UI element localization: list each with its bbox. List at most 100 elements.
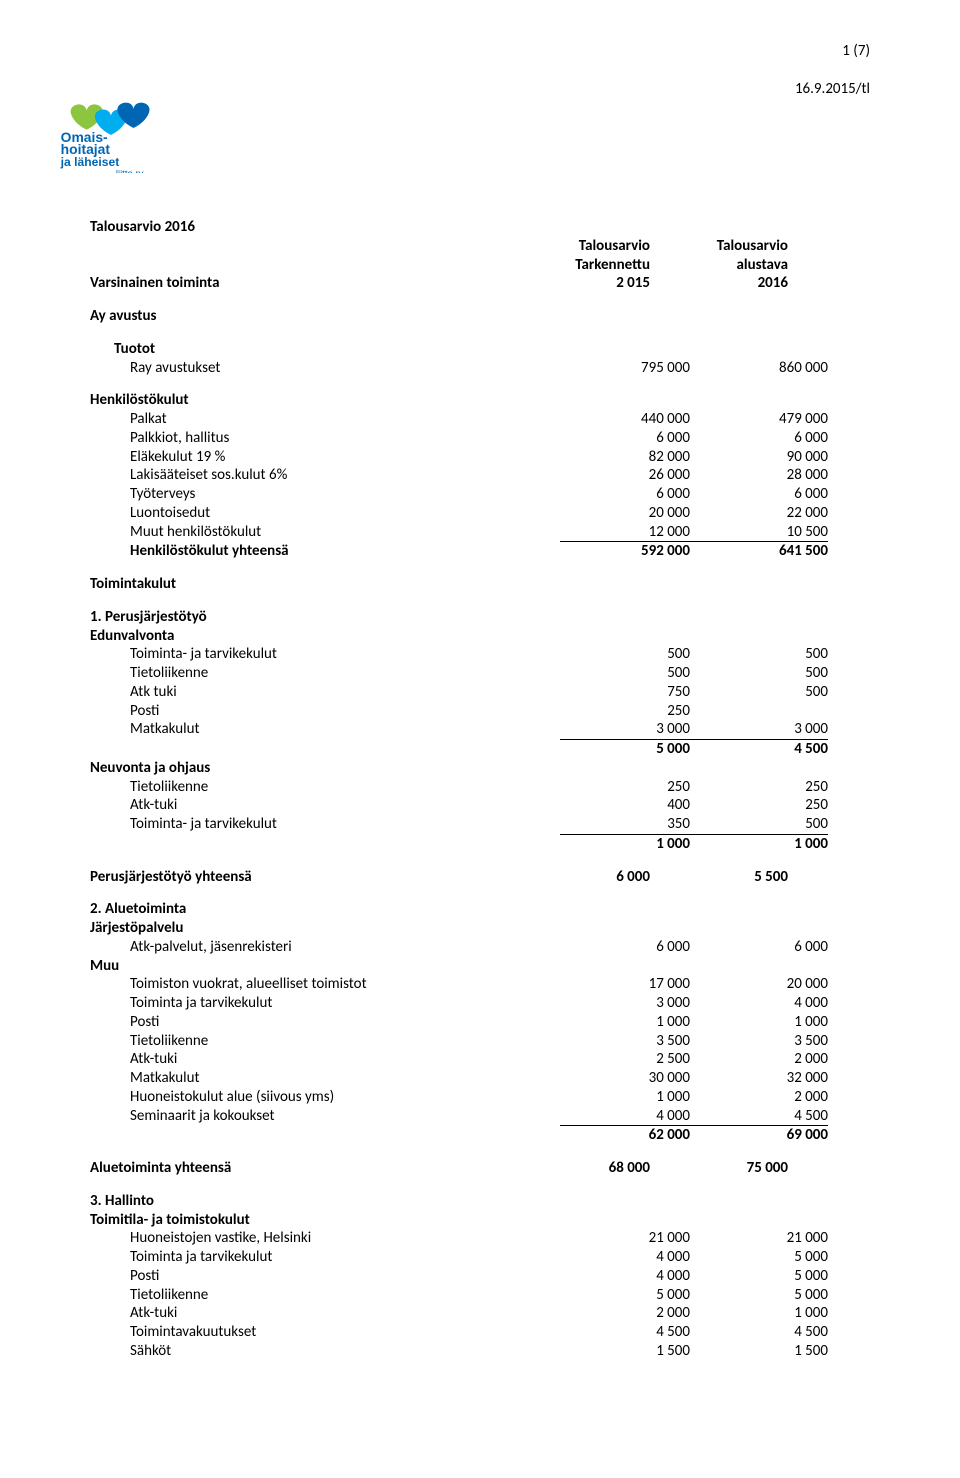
- section2-header-row: 2. Aluetoiminta: [90, 900, 870, 919]
- cell-value: 2 500: [560, 1050, 698, 1069]
- cell-label: Atk-palvelut, jäsenrekisteri: [90, 938, 560, 957]
- cell-value: 500: [698, 664, 828, 683]
- cell-label: Posti: [90, 702, 560, 721]
- cell-value: 500: [698, 815, 828, 835]
- cell-label: Huoneistojen vastike, Helsinki: [90, 1229, 560, 1248]
- table-row: Tietoliikenne500500: [90, 664, 870, 683]
- toimitila-label: Toimitila- ja toimistokulut: [90, 1211, 520, 1230]
- henkilosto-header-row: Henkilöstökulut: [90, 391, 870, 410]
- table-row: Toiminta- ja tarvikekulut350500: [90, 815, 870, 835]
- col1-header-a: Talousarvio: [520, 237, 658, 256]
- section3-header: 3. Hallinto: [90, 1192, 520, 1211]
- cell-value: 90 000: [698, 448, 828, 467]
- cell-value: 500: [560, 645, 698, 664]
- table-row: Atk-palvelut, jäsenrekisteri6 0006 000: [90, 938, 870, 957]
- tuotot-row: Tuotot: [90, 340, 870, 359]
- cell-value: 62 000: [560, 1126, 698, 1145]
- cell-label: Toimintavakuutukset: [90, 1323, 560, 1342]
- table-row: Tietoliikenne3 5003 500: [90, 1032, 870, 1051]
- cell-label: Palkat: [90, 410, 560, 429]
- cell-value: 3 000: [560, 720, 698, 740]
- cell-label: Tietoliikenne: [90, 664, 560, 683]
- cell-value: 250: [698, 778, 828, 797]
- edunvalvonta-label: Edunvalvonta: [90, 627, 520, 646]
- cell-value: 68 000: [520, 1159, 658, 1178]
- muu-label: Muu: [90, 957, 520, 976]
- toimitila-row: Toimitila- ja toimistokulut: [90, 1211, 870, 1230]
- cell-value: 750: [560, 683, 698, 702]
- cell-label: Henkilöstökulut yhteensä: [90, 542, 560, 561]
- cell-value: 1 000: [560, 835, 698, 854]
- subtotal-row: 5 0004 500: [90, 740, 870, 759]
- cell-label: Luontoisedut: [90, 504, 560, 523]
- cell-label: Matkakulut: [90, 720, 560, 740]
- cell-value: 4 000: [560, 1267, 698, 1286]
- table-row: Palkkiot, hallitus6 0006 000: [90, 429, 870, 448]
- cell-value: 6 000: [560, 429, 698, 448]
- cell-value: 21 000: [560, 1229, 698, 1248]
- table-row: Tietoliikenne5 0005 000: [90, 1286, 870, 1305]
- table-row: Atk-tuki2 0001 000: [90, 1304, 870, 1323]
- cell-value: 500: [560, 664, 698, 683]
- cell-label: Huoneistokulut alue (siivous yms): [90, 1088, 560, 1107]
- cell-value: 5 000: [560, 740, 698, 759]
- page-number-label: 1 (7): [842, 42, 870, 60]
- tuotot-label: Tuotot: [90, 340, 544, 359]
- cell-value: 5 000: [698, 1286, 828, 1305]
- cell-label: Eläkekulut 19 %: [90, 448, 560, 467]
- cell-value: 5 000: [698, 1267, 828, 1286]
- cell-value: 1 000: [698, 835, 828, 854]
- cell-value: 1 000: [560, 1013, 698, 1032]
- cell-value: 6 000: [698, 429, 828, 448]
- cell-value: 3 000: [560, 994, 698, 1013]
- table-row: Seminaarit ja kokoukset4 0004 500: [90, 1107, 870, 1127]
- cell-value: 4 000: [560, 1107, 698, 1127]
- cell-label: Toiminta ja tarvikekulut: [90, 1248, 560, 1267]
- cell-value: 350: [560, 815, 698, 835]
- col1-header-c: 2 015: [520, 274, 658, 293]
- cell-label: Lakisääteiset sos.kulut 6%: [90, 466, 560, 485]
- table-row: Luontoisedut20 00022 000: [90, 504, 870, 523]
- cell-value: 5 000: [698, 1248, 828, 1267]
- cell-value: 500: [698, 683, 828, 702]
- cell-label: Atk-tuki: [90, 796, 560, 815]
- cell-value: 32 000: [698, 1069, 828, 1088]
- page: 1 (7) 16.9.2015/tl Omais- hoitajat ja lä…: [0, 0, 960, 1478]
- document-title: Talousarvio 2016: [90, 218, 520, 237]
- varsinainen-label: Varsinainen toiminta: [90, 274, 520, 293]
- henkilosto-total-row: Henkilöstökulut yhteensä592 000641 500: [90, 542, 870, 561]
- section1-total-row: Perusjärjestötyö yhteensä6 0005 500: [90, 868, 870, 887]
- ray-row: Ray avustukset 795 000 860 000: [90, 359, 870, 378]
- cell-value: 3 500: [698, 1032, 828, 1051]
- cell-value: 5 500: [658, 868, 788, 887]
- table-row: Toimiston vuokrat, alueelliset toimistot…: [90, 975, 870, 994]
- table-row: Atk tuki750500: [90, 683, 870, 702]
- cell-value: 6 000: [520, 868, 658, 887]
- cell-value: 250: [560, 702, 698, 721]
- table-row: Toiminta ja tarvikekulut3 0004 000: [90, 994, 870, 1013]
- ray-v1: 795 000: [560, 359, 698, 378]
- cell-value: 4 000: [698, 994, 828, 1013]
- table-row: Atk-tuki2 5002 000: [90, 1050, 870, 1069]
- table-row: Eläkekulut 19 %82 00090 000: [90, 448, 870, 467]
- cell-value: 69 000: [698, 1126, 828, 1145]
- subtotal-row: 1 0001 000: [90, 835, 870, 854]
- cell-value: 20 000: [560, 504, 698, 523]
- table-row: Posti250: [90, 702, 870, 721]
- svg-text:ja läheiset: ja läheiset: [60, 155, 119, 169]
- table-row: Matkakulut30 00032 000: [90, 1069, 870, 1088]
- cell-label: Atk-tuki: [90, 1050, 560, 1069]
- section1-header: 1. Perusjärjestötyö: [90, 608, 520, 627]
- cell-value: 4 000: [560, 1248, 698, 1267]
- cell-value: 4 500: [698, 740, 828, 759]
- neuvonta-row: Neuvonta ja ohjaus: [90, 759, 870, 778]
- cell-value: 440 000: [560, 410, 698, 429]
- document-content: Talousarvio 2016 Talousarvio Talousarvio…: [90, 48, 870, 1361]
- cell-value: 6 000: [698, 485, 828, 504]
- col-header-row-1: Talousarvio Talousarvio: [90, 237, 870, 256]
- henkilosto-header: Henkilöstökulut: [90, 391, 520, 410]
- col2-header-a: Talousarvio: [658, 237, 788, 256]
- cell-label: Muut henkilöstökulut: [90, 523, 560, 543]
- toimintakulut-row: Toimintakulut: [90, 575, 870, 594]
- col1-header-b: Tarkennettu: [520, 256, 658, 275]
